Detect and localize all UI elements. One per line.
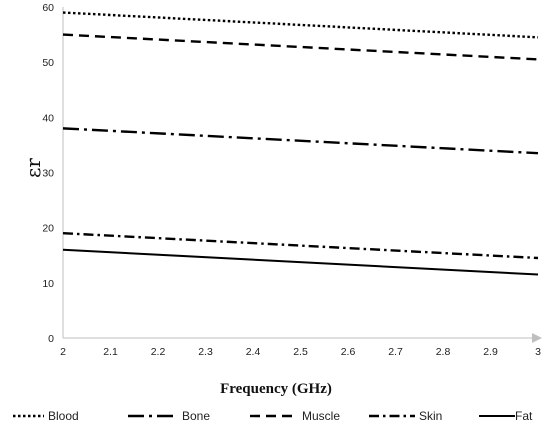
y-tick-label: 40 bbox=[42, 112, 54, 124]
axes: 2 2.1 2.2 2.3 2.4 2.5 2.6 2.7 2.8 2.9 301020304050… bbox=[42, 2, 542, 358]
x-tick-label: 2.5 bbox=[293, 346, 308, 358]
x-tick-label: 2.1 bbox=[103, 346, 118, 358]
x-axis-title: Frequency (GHz) bbox=[220, 381, 332, 397]
x-tick-label: 2.4 bbox=[246, 346, 261, 358]
x-tick-label: 2.7 bbox=[388, 346, 403, 358]
x-axis-arrow-icon bbox=[532, 333, 542, 343]
legend-label-fat: Fat bbox=[515, 409, 533, 423]
x-tick-label: 3 bbox=[535, 346, 541, 358]
x-tick-label: 2 bbox=[60, 346, 66, 358]
x-tick-label: 2.8 bbox=[436, 346, 451, 358]
y-tick-label: 10 bbox=[42, 278, 54, 290]
y-tick-label: 60 bbox=[42, 2, 54, 14]
legend: Blood Bone Muscle Skin Fat bbox=[13, 409, 533, 423]
series-line-muscle bbox=[62, 33, 539, 61]
x-tick-label: 2.2 bbox=[151, 346, 166, 358]
legend-label-muscle: Muscle bbox=[302, 409, 340, 423]
legend-label-skin: Skin bbox=[419, 409, 442, 423]
y-tick-label: 30 bbox=[42, 168, 54, 180]
series-line-fat bbox=[62, 248, 539, 276]
y-tick-label: 0 bbox=[48, 333, 54, 345]
y-tick-label: 20 bbox=[42, 223, 54, 235]
y-axis-title: εr bbox=[21, 158, 45, 178]
legend-label-blood: Blood bbox=[48, 409, 79, 423]
series-line-skin bbox=[62, 231, 539, 260]
series-layer bbox=[62, 11, 539, 276]
legend-label-bone: Bone bbox=[182, 409, 210, 423]
series-line-blood bbox=[62, 11, 539, 39]
y-tick-label: 50 bbox=[42, 57, 54, 69]
x-tick-label: 2.9 bbox=[483, 346, 498, 358]
x-tick-label: 2.3 bbox=[198, 346, 213, 358]
x-tick-label: 2.6 bbox=[341, 346, 356, 358]
series-line-bone bbox=[62, 127, 539, 155]
